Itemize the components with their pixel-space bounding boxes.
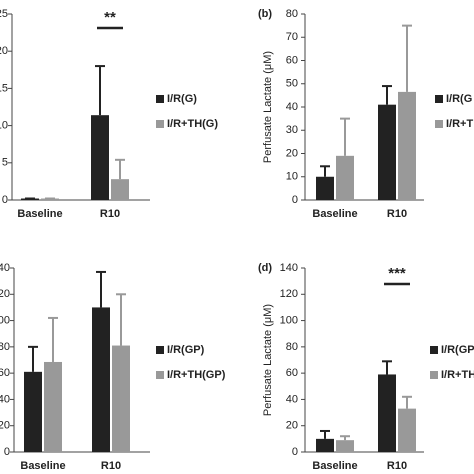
legend-swatch [430, 371, 438, 379]
y-tick-label: 80 [286, 341, 298, 353]
y-tick-label: 20 [0, 420, 10, 432]
y-tick-label: 20 [0, 45, 8, 57]
y-tick-label: 0 [2, 194, 8, 206]
y-tick-label: 15 [0, 82, 8, 94]
bar [336, 440, 354, 452]
bar [92, 307, 110, 452]
y-tick-label: 40 [286, 101, 298, 113]
bar [91, 115, 109, 200]
y-axis-label: Perfusate Lactate (μM) [262, 304, 274, 416]
x-tick-label: Baseline [20, 460, 65, 472]
y-tick-label: 20 [286, 147, 298, 159]
bar [316, 176, 334, 200]
x-tick-label: R10 [100, 208, 120, 220]
y-tick-label: 20 [286, 420, 298, 432]
legend-swatch [156, 346, 164, 354]
y-tick-label: 50 [286, 78, 298, 90]
y-tick-label: 60 [0, 367, 10, 379]
y-tick-label: 140 [280, 262, 298, 274]
y-tick-label: 60 [286, 367, 298, 379]
legend-swatch [430, 346, 438, 354]
y-tick-label: 120 [280, 288, 298, 300]
bar [336, 155, 354, 200]
legend-swatch [435, 120, 443, 128]
bar [111, 179, 129, 200]
bar [316, 438, 334, 452]
y-tick-label: 30 [286, 124, 298, 136]
y-tick-label: 0 [292, 446, 298, 458]
legend-label: I/R(G) [167, 93, 197, 105]
legend-swatch [156, 371, 164, 379]
x-tick-label: Baseline [312, 208, 357, 220]
y-tick-label: 100 [280, 314, 298, 326]
y-tick-label: 140 [0, 262, 10, 274]
y-tick-label: 0 [292, 194, 298, 206]
significance: *** [388, 265, 406, 282]
y-tick-label: 100 [0, 314, 10, 326]
bar [378, 104, 396, 200]
bar [112, 345, 130, 452]
bar [24, 371, 42, 452]
y-tick-label: 60 [286, 54, 298, 66]
x-tick-label: R10 [387, 208, 407, 220]
y-tick-label: 80 [0, 341, 10, 353]
y-tick-label: 0 [4, 446, 10, 458]
y-tick-label: 40 [0, 393, 10, 405]
panel-label: (b) [258, 8, 272, 20]
bar [21, 198, 39, 200]
x-tick-label: R10 [387, 460, 407, 472]
y-tick-label: 70 [286, 31, 298, 43]
bar [41, 198, 59, 200]
y-axis-label: Perfusate Lactate (μM) [262, 51, 274, 163]
x-tick-label: Baseline [17, 208, 62, 220]
legend-label: I/R+TH(GP) [167, 369, 226, 381]
legend-swatch [156, 95, 164, 103]
legend-label: I/R(GP) [167, 344, 205, 356]
bar [44, 361, 62, 452]
x-tick-label: Baseline [312, 460, 357, 472]
legend-label: I/R+T [446, 118, 473, 130]
x-tick-label: R10 [101, 460, 121, 472]
y-tick-label: 40 [286, 393, 298, 405]
bar [398, 91, 416, 200]
legend-swatch [435, 95, 443, 103]
panel-label: (d) [258, 262, 272, 274]
y-tick-label: 10 [286, 171, 298, 183]
legend-label: I/R+TH(G) [167, 118, 218, 130]
legend-label: I/R(GP [441, 344, 474, 356]
y-tick-label: 80 [286, 8, 298, 20]
y-tick-label: 5 [2, 157, 8, 169]
legend-label: I/R(G [446, 93, 472, 105]
significance: ** [104, 9, 116, 26]
y-tick-label: 25 [0, 8, 8, 20]
legend-swatch [156, 120, 164, 128]
y-tick-label: 10 [0, 120, 8, 132]
legend-label: I/R+TH [441, 369, 474, 381]
bar [398, 408, 416, 452]
bar [378, 374, 396, 452]
y-tick-label: 120 [0, 288, 10, 300]
